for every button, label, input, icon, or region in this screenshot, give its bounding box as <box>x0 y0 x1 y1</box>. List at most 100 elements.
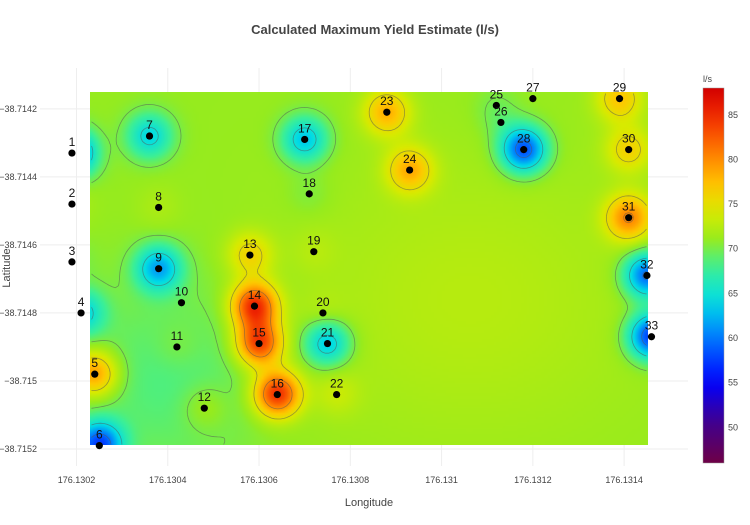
point-marker <box>643 271 651 280</box>
colorbar-tick-label: 85 <box>728 110 738 120</box>
x-tick-label: 176.1308 <box>332 475 370 485</box>
point-label: 18 <box>303 176 317 190</box>
y-tick-label: −38.7148 <box>0 308 37 318</box>
y-tick-label: −38.715 <box>4 376 37 386</box>
point-label: 13 <box>243 237 257 251</box>
x-tick-label: 176.1302 <box>58 475 96 485</box>
point-marker <box>68 149 76 157</box>
point-label: 9 <box>155 251 162 265</box>
contour-level-80 <box>239 212 634 410</box>
point-marker <box>177 299 186 307</box>
point-label: 10 <box>175 285 189 299</box>
contour-level-75 <box>91 93 647 420</box>
point-marker <box>323 339 332 348</box>
point-label: 4 <box>78 295 85 309</box>
contour-level-65 <box>91 126 647 445</box>
point-marker <box>520 146 528 154</box>
point-marker <box>95 441 103 450</box>
point-label: 17 <box>298 121 312 135</box>
y-axis-title: Latitude <box>1 248 13 287</box>
contour-lines <box>91 93 647 445</box>
point-marker <box>319 309 327 317</box>
point-label: 15 <box>252 326 266 340</box>
x-tick-label: 176.131 <box>425 475 458 485</box>
point-label: 25 <box>490 87 504 101</box>
point-marker <box>492 101 500 110</box>
point-label: 19 <box>307 234 321 248</box>
point-marker <box>625 146 633 154</box>
point-marker <box>255 339 263 348</box>
colorbar-tick-label: 55 <box>728 378 738 388</box>
point-marker <box>77 309 85 317</box>
x-tick-label: 176.1306 <box>240 475 278 485</box>
point-label: 23 <box>380 94 394 108</box>
point-label: 7 <box>146 118 153 132</box>
point-label: 16 <box>271 377 285 391</box>
point-label: 1 <box>69 135 76 149</box>
point-label: 20 <box>316 295 330 309</box>
point-label: 27 <box>526 81 540 95</box>
chart-title: Calculated Maximum Yield Estimate (l/s) <box>251 22 499 37</box>
x-tick-label: 176.1312 <box>514 475 552 485</box>
point-label: 28 <box>517 132 531 146</box>
contour-level-60 <box>91 140 647 445</box>
y-tick-label: −38.7142 <box>0 104 37 114</box>
point-marker <box>145 132 154 140</box>
point-marker <box>406 166 414 174</box>
heatmap-surface <box>90 92 648 445</box>
point-marker <box>273 390 281 399</box>
y-axis-ticks: −38.7142 −38.7144 −38.7146 −38.7148 −38.715 −… <box>0 104 37 454</box>
point-marker <box>333 390 341 399</box>
point-marker <box>647 333 656 341</box>
colorbar-tick-label: 80 <box>728 154 738 164</box>
point-label: 31 <box>622 200 636 214</box>
point-label: 33 <box>645 319 659 333</box>
measurement-points: 1234567891011121314151617181920212223242… <box>68 81 658 450</box>
point-label: 22 <box>330 377 344 391</box>
point-marker <box>91 370 99 378</box>
colorbar-title: l/s <box>703 74 713 84</box>
x-tick-label: 176.1314 <box>605 475 643 485</box>
colorbar-tick-label: 65 <box>728 288 738 298</box>
point-marker <box>383 108 391 116</box>
point-marker <box>250 302 259 310</box>
point-marker <box>310 248 318 256</box>
point-label: 6 <box>96 428 103 442</box>
colorbar-tick-label: 70 <box>728 244 738 254</box>
x-axis-title: Longitude <box>345 497 393 509</box>
point-label: 11 <box>171 329 184 343</box>
x-tick-label: 176.1304 <box>149 475 187 485</box>
point-label: 2 <box>69 186 76 200</box>
colorbar-tick-label: 75 <box>728 199 738 209</box>
point-label: 29 <box>613 81 627 95</box>
point-label: 12 <box>198 390 212 404</box>
point-marker <box>173 343 181 351</box>
colorbar-tick-label: 50 <box>728 422 738 432</box>
contour-level-70 <box>91 97 647 445</box>
point-marker <box>625 214 633 222</box>
y-tick-label: −38.7152 <box>0 444 37 454</box>
point-marker <box>529 95 537 103</box>
colorbar-tick-label: 60 <box>728 333 738 343</box>
point-label: 32 <box>640 258 654 272</box>
y-tick-label: −38.7146 <box>0 240 37 250</box>
point-label: 26 <box>494 104 508 118</box>
point-marker <box>68 258 76 266</box>
point-marker <box>246 251 254 259</box>
colorbar-gradient <box>702 87 725 464</box>
point-marker <box>615 95 624 103</box>
point-marker <box>68 200 76 208</box>
point-label: 30 <box>622 132 636 146</box>
point-label: 8 <box>155 189 162 203</box>
point-marker <box>305 190 313 198</box>
y-tick-label: −38.7144 <box>0 172 37 182</box>
point-marker <box>497 118 505 127</box>
point-label: 3 <box>69 244 76 258</box>
point-marker <box>155 203 163 212</box>
point-label: 14 <box>248 288 262 302</box>
point-marker <box>155 265 163 273</box>
x-axis-ticks: 176.1302 176.1304 176.1306 176.1308 176.131 1… <box>58 475 643 485</box>
point-label: 21 <box>321 326 335 340</box>
point-marker <box>301 135 309 144</box>
